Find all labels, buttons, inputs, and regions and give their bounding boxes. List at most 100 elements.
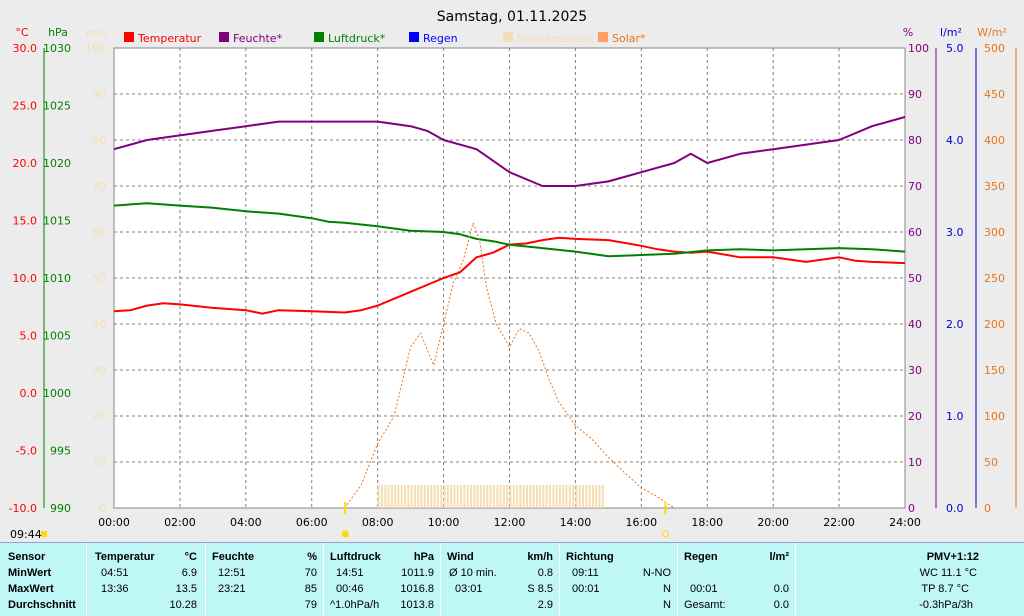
sensor-min-label: MinWert bbox=[8, 567, 52, 579]
feuchte-max-value: 85 bbox=[304, 583, 317, 595]
solar-axis-unit: W/m² bbox=[977, 26, 1007, 39]
sunshine-bar bbox=[489, 485, 492, 508]
minutes-tick-label: 100 bbox=[85, 42, 106, 55]
sunshine-bar bbox=[591, 485, 594, 508]
temp-tick-label: 0.0 bbox=[20, 387, 38, 400]
luftdruck-header: Luftdruck bbox=[330, 551, 381, 563]
legend-swatch bbox=[219, 32, 229, 42]
legend-label: Sonnenschein bbox=[517, 32, 594, 45]
temp-tick-label: 15.0 bbox=[13, 215, 38, 228]
x-tick-label: 06:00 bbox=[296, 516, 328, 529]
luftdruck-max-value: 1016.8 bbox=[400, 583, 434, 595]
sunshine-bar bbox=[493, 485, 496, 508]
series-line-temperatur bbox=[113, 236, 906, 315]
sunshine-bar bbox=[552, 485, 555, 508]
solar-tick-label: 500 bbox=[984, 42, 1005, 55]
legend-swatch bbox=[409, 32, 419, 42]
temp-tick-label: 30.0 bbox=[13, 42, 38, 55]
pmv-windchill: WC 11.1 °C bbox=[919, 567, 977, 579]
rain-tick-label: 3.0 bbox=[946, 226, 964, 239]
sunshine-bar bbox=[400, 485, 403, 508]
pressure-axis-unit: hPa bbox=[48, 26, 68, 39]
wind-min-value: 0.8 bbox=[537, 567, 553, 579]
legend-label: Feuchte* bbox=[233, 32, 283, 45]
temp-axis-unit: °C bbox=[15, 26, 29, 39]
regen-total-label: Gesamt: bbox=[684, 599, 726, 611]
wind-max-value: S 8.5 bbox=[527, 583, 553, 595]
sunshine-bar bbox=[535, 485, 538, 508]
sunshine-bar bbox=[585, 485, 588, 508]
sunshine-bar bbox=[549, 485, 552, 508]
wind-header: Wind bbox=[447, 551, 474, 563]
legend-swatch bbox=[503, 32, 513, 42]
left-axes: °C hPa min 30.0 25.0 20.0 15.0 10.0 5.0 0.0 -5.… bbox=[9, 26, 107, 515]
series-line-feuchte bbox=[113, 116, 906, 187]
x-tick-label: 00:00 bbox=[98, 516, 130, 529]
richtung-min-value: N-NO bbox=[642, 567, 671, 579]
solar-tick-label: 100 bbox=[984, 410, 1005, 423]
sunshine-bar bbox=[407, 485, 410, 508]
sunshine-bar bbox=[404, 485, 407, 508]
temperatur-unit: °C bbox=[184, 551, 197, 563]
sunshine-bar bbox=[565, 485, 568, 508]
x-tick-label: 10:00 bbox=[428, 516, 460, 529]
legend: Temperatur Feuchte* Luftdruck* Regen Sonnens… bbox=[124, 32, 646, 45]
luftdruck-min-time: 14:51 bbox=[336, 567, 364, 579]
sunshine-bar bbox=[522, 485, 525, 508]
sunshine-bar bbox=[453, 485, 456, 508]
stats-col-pmv: PMV+1:12 WC 11.1 °C TP 8.7 °C -0.3hPa/3h bbox=[796, 543, 1023, 616]
feuchte-min-time: 12:51 bbox=[218, 567, 246, 579]
feuchte-avg-value: 79 bbox=[304, 599, 317, 611]
solar-tick-label: 150 bbox=[984, 364, 1005, 377]
sunshine-bar bbox=[519, 485, 522, 508]
feuchte-min-value: 70 bbox=[304, 567, 317, 579]
humidity-tick-label: 0 bbox=[908, 502, 915, 515]
feuchte-unit: % bbox=[307, 551, 317, 563]
sun-markers bbox=[341, 502, 670, 538]
temperatur-min-time: 04:51 bbox=[101, 567, 129, 579]
sunshine-bars bbox=[377, 485, 604, 508]
sunshine-bar bbox=[479, 485, 482, 508]
humidity-tick-label: 70 bbox=[908, 180, 922, 193]
sunshine-bar bbox=[377, 485, 380, 508]
temp-tick-label: 20.0 bbox=[13, 157, 38, 170]
rain-tick-label: 5.0 bbox=[946, 42, 964, 55]
pressure-tick-label: 1015 bbox=[43, 215, 71, 228]
sunshine-bar bbox=[598, 485, 601, 508]
humidity-tick-label: 100 bbox=[908, 42, 929, 55]
sunshine-bar bbox=[525, 485, 528, 508]
sunshine-bar bbox=[595, 485, 598, 508]
wind-unit: km/h bbox=[527, 551, 553, 563]
legend-label: Solar* bbox=[612, 32, 646, 45]
legend-label: Luftdruck* bbox=[328, 32, 386, 45]
sunshine-bar bbox=[502, 485, 505, 508]
sunshine-bar bbox=[506, 485, 509, 508]
humidity-axis-unit: % bbox=[903, 26, 913, 39]
sunshine-bar bbox=[433, 485, 436, 508]
minutes-axis-unit: min bbox=[86, 26, 107, 39]
richtung-header: Richtung bbox=[566, 551, 614, 563]
humidity-tick-label: 20 bbox=[908, 410, 922, 423]
legend-swatch bbox=[124, 32, 134, 42]
x-tick-label: 20:00 bbox=[757, 516, 789, 529]
rain-axis-unit: l/m² bbox=[940, 26, 962, 39]
solar-tick-label: 350 bbox=[984, 180, 1005, 193]
x-tick-label: 24:00 bbox=[889, 516, 921, 529]
temperatur-header: Temperatur bbox=[95, 551, 155, 563]
sunshine-bar bbox=[572, 485, 575, 508]
luftdruck-unit: hPa bbox=[413, 551, 434, 563]
minutes-tick-label: 70 bbox=[92, 180, 106, 193]
solar-tick-label: 250 bbox=[984, 272, 1005, 285]
minutes-tick-label: 30 bbox=[92, 364, 106, 377]
regen-max-time: 00:01 bbox=[690, 583, 718, 595]
sunshine-bar bbox=[440, 485, 443, 508]
sunshine-bar bbox=[545, 485, 548, 508]
legend-swatch bbox=[314, 32, 324, 42]
sunrise-icon bbox=[341, 530, 349, 538]
sunshine-bar bbox=[417, 485, 420, 508]
stats-col-regen: Regen l/m² 00:01 0.0 Gesamt: 0.0 bbox=[678, 543, 796, 616]
legend-label: Regen bbox=[423, 32, 458, 45]
sunshine-bar bbox=[486, 485, 489, 508]
series-line-solar bbox=[344, 222, 675, 509]
sunshine-bar bbox=[539, 485, 542, 508]
